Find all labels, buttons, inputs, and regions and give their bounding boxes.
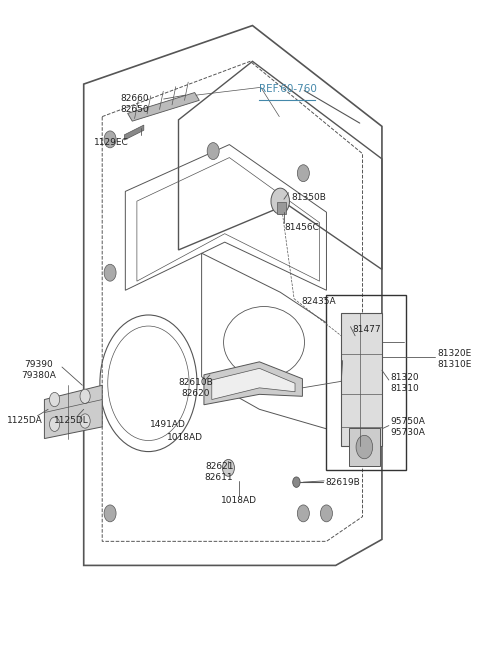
Circle shape <box>104 264 116 281</box>
Text: 82610B
82620: 82610B 82620 <box>179 378 214 398</box>
Text: 79390
79380A: 79390 79380A <box>22 360 56 380</box>
Text: 82435A: 82435A <box>301 297 336 306</box>
Text: 1129EC: 1129EC <box>94 138 129 147</box>
Circle shape <box>271 188 289 214</box>
Polygon shape <box>124 125 144 140</box>
Text: 81456C: 81456C <box>284 222 319 232</box>
Circle shape <box>49 417 60 432</box>
Circle shape <box>104 505 116 522</box>
Circle shape <box>222 459 234 476</box>
Circle shape <box>293 477 300 487</box>
Polygon shape <box>212 368 295 400</box>
Circle shape <box>297 165 309 182</box>
Text: 1491AD: 1491AD <box>150 420 186 429</box>
Bar <box>341 313 382 446</box>
Text: 82619B: 82619B <box>325 478 360 487</box>
Circle shape <box>207 142 219 159</box>
Circle shape <box>49 392 60 407</box>
Polygon shape <box>45 385 102 439</box>
Polygon shape <box>128 92 199 121</box>
Text: 81320E
81310E: 81320E 81310E <box>437 349 472 369</box>
Text: 1018AD: 1018AD <box>221 496 257 505</box>
Text: 82621
82611: 82621 82611 <box>205 462 233 482</box>
Text: 81477: 81477 <box>352 325 381 334</box>
Text: REF.60-760: REF.60-760 <box>259 83 317 94</box>
Text: 95750A
95730A: 95750A 95730A <box>390 417 425 437</box>
Text: 81320
81310: 81320 81310 <box>390 373 419 394</box>
Circle shape <box>297 505 309 522</box>
Text: 1125DL: 1125DL <box>54 416 89 425</box>
Text: 1125DA: 1125DA <box>7 416 43 425</box>
Bar <box>348 428 380 466</box>
Polygon shape <box>277 202 286 214</box>
Circle shape <box>80 414 90 428</box>
Text: 1018AD: 1018AD <box>168 433 204 441</box>
Circle shape <box>80 389 90 403</box>
Text: 81350B: 81350B <box>292 194 327 203</box>
Polygon shape <box>204 362 302 405</box>
Text: 82660
82650: 82660 82650 <box>120 94 149 113</box>
Circle shape <box>104 131 116 148</box>
Circle shape <box>321 505 333 522</box>
Circle shape <box>356 436 372 459</box>
